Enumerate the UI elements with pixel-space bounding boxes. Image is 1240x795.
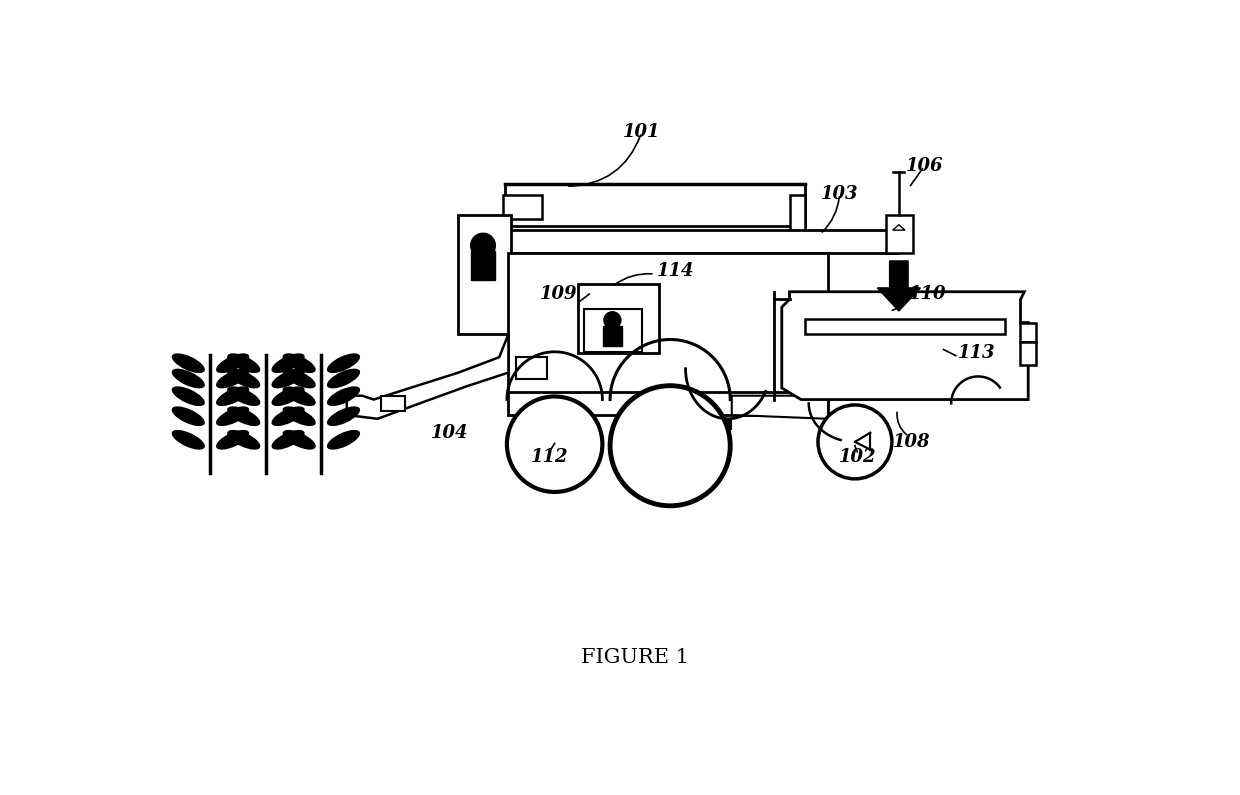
Text: 101: 101: [622, 123, 661, 142]
Bar: [508, 254, 828, 400]
Text: 102: 102: [838, 448, 875, 467]
Ellipse shape: [227, 369, 260, 389]
Bar: [578, 284, 658, 353]
Polygon shape: [877, 261, 920, 311]
Text: 109: 109: [541, 285, 578, 303]
Bar: [505, 230, 898, 254]
Ellipse shape: [227, 386, 260, 406]
Ellipse shape: [272, 386, 305, 406]
Polygon shape: [781, 292, 1028, 400]
Bar: [805, 319, 1006, 334]
Text: 104: 104: [430, 424, 467, 442]
Ellipse shape: [171, 369, 205, 389]
Bar: [651, 419, 732, 430]
Bar: [885, 215, 913, 254]
Text: 106: 106: [905, 157, 942, 175]
Bar: [790, 196, 805, 238]
Bar: [382, 396, 404, 411]
Ellipse shape: [216, 430, 249, 450]
Polygon shape: [893, 225, 905, 230]
Circle shape: [818, 405, 892, 479]
Ellipse shape: [283, 430, 316, 450]
Ellipse shape: [283, 353, 316, 373]
Circle shape: [471, 233, 495, 258]
Ellipse shape: [272, 353, 305, 373]
Ellipse shape: [216, 386, 249, 406]
Bar: [459, 215, 511, 334]
Ellipse shape: [171, 406, 205, 426]
Ellipse shape: [227, 406, 260, 426]
Ellipse shape: [327, 369, 360, 389]
Ellipse shape: [227, 353, 260, 373]
Text: 103: 103: [821, 185, 858, 203]
Bar: [471, 251, 495, 280]
Text: FIGURE 1: FIGURE 1: [582, 648, 689, 667]
Ellipse shape: [283, 406, 316, 426]
Bar: [1021, 342, 1035, 365]
Polygon shape: [732, 396, 828, 419]
Bar: [603, 327, 621, 346]
Circle shape: [604, 312, 621, 328]
Text: 113: 113: [957, 344, 994, 363]
Polygon shape: [854, 432, 870, 450]
Ellipse shape: [327, 406, 360, 426]
Ellipse shape: [327, 353, 360, 373]
Ellipse shape: [216, 369, 249, 389]
Ellipse shape: [171, 353, 205, 373]
Ellipse shape: [171, 386, 205, 406]
Bar: [584, 309, 641, 352]
Text: 112: 112: [531, 448, 568, 467]
Ellipse shape: [171, 430, 205, 450]
Ellipse shape: [327, 386, 360, 406]
Ellipse shape: [283, 369, 316, 389]
Circle shape: [507, 397, 603, 492]
Bar: [505, 184, 805, 227]
Bar: [508, 392, 828, 415]
Ellipse shape: [272, 406, 305, 426]
Ellipse shape: [272, 430, 305, 450]
Polygon shape: [347, 334, 508, 419]
Text: 108: 108: [893, 433, 930, 451]
Ellipse shape: [227, 430, 260, 450]
Circle shape: [610, 386, 730, 506]
Bar: [503, 196, 542, 219]
Ellipse shape: [216, 406, 249, 426]
Ellipse shape: [272, 369, 305, 389]
Text: 110: 110: [909, 285, 946, 303]
Ellipse shape: [283, 386, 316, 406]
Ellipse shape: [216, 353, 249, 373]
Bar: [516, 357, 547, 378]
Ellipse shape: [327, 430, 360, 450]
Bar: [1021, 323, 1035, 342]
Text: 114: 114: [657, 262, 694, 280]
